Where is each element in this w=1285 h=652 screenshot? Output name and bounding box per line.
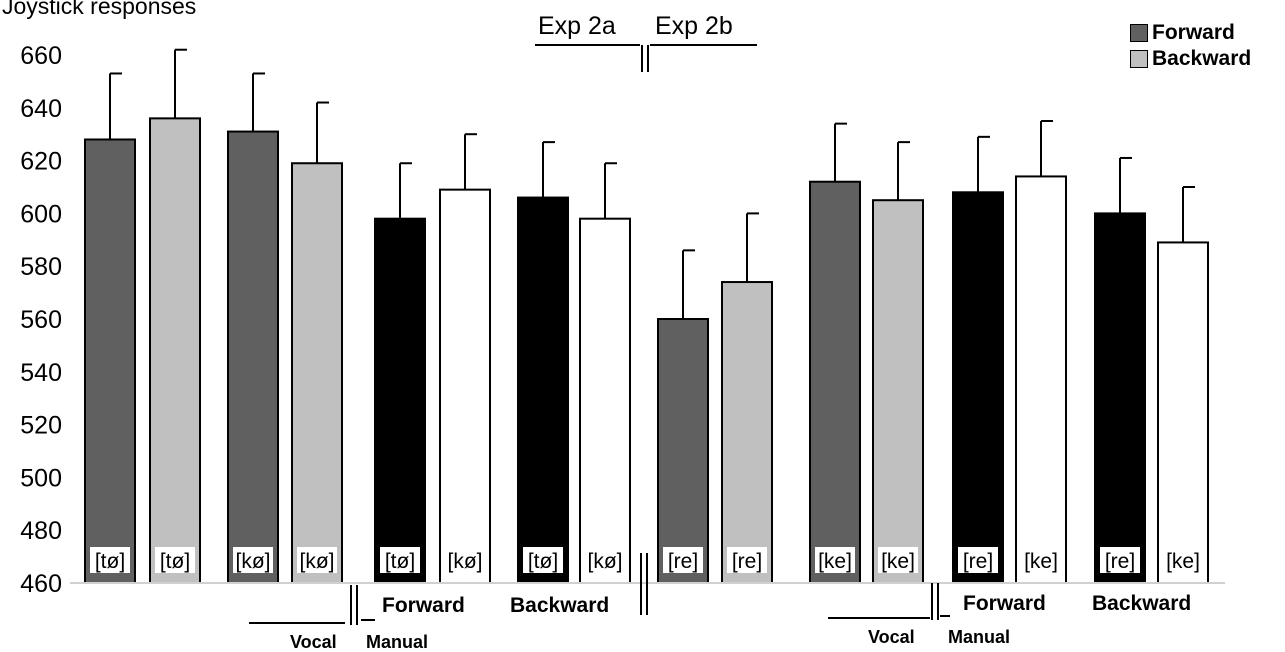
forward-group-label-1: Forward — [382, 594, 465, 617]
bar — [1015, 175, 1067, 584]
chart-title: Joystick responses — [2, 0, 196, 19]
bar-label-box — [233, 547, 273, 573]
bar-label-box — [90, 547, 130, 573]
bar-label-box — [155, 547, 195, 573]
bar-label-box — [585, 547, 625, 573]
y-tick-label: 500 — [20, 464, 62, 492]
bar — [721, 281, 773, 584]
bar-label-box — [297, 547, 337, 573]
bar-label: [ke] — [881, 550, 915, 573]
bar — [579, 217, 631, 584]
y-tick-label: 580 — [20, 253, 62, 281]
y-tick-label: 660 — [20, 42, 62, 70]
bar-label: [re] — [732, 550, 762, 573]
bar — [1157, 241, 1209, 584]
backward-group-label-1: Backward — [510, 594, 609, 617]
legend-swatch-backward — [1130, 50, 1148, 68]
y-tick-label: 480 — [20, 517, 62, 545]
bar — [291, 162, 343, 585]
bar-label: [kø] — [588, 550, 623, 573]
bar-label-box — [1021, 547, 1061, 573]
legend-item-backward: Backward — [1130, 46, 1251, 72]
legend-item-forward: Forward — [1130, 20, 1251, 46]
bar-label-box — [663, 547, 703, 573]
manual-label-2: Manual — [948, 627, 1010, 647]
bar-label: [re] — [963, 550, 993, 573]
y-tick-label: 640 — [20, 95, 62, 123]
bar — [809, 180, 861, 584]
bar-label: [ke] — [818, 550, 852, 573]
backward-group-label-2: Backward — [1092, 592, 1191, 615]
bars: [tø] [tø] [kø] [kø] [tø] [kø] [tø] [kø] [re] [re]… — [84, 48, 1209, 585]
y-tick-label: 560 — [20, 306, 62, 334]
vocal-label-2: Vocal — [868, 627, 915, 647]
legend-swatch-forward — [1130, 24, 1148, 42]
bar-label: [kø] — [236, 550, 271, 573]
bar-label-box — [727, 547, 767, 573]
vocal-label-1: Vocal — [290, 632, 337, 652]
bar-label-box — [523, 547, 563, 573]
bar — [84, 138, 136, 584]
y-tick-label: 620 — [20, 148, 62, 176]
y-tick-label: 540 — [20, 359, 62, 387]
bar — [1094, 212, 1146, 584]
bar — [374, 217, 426, 584]
bar-label-box — [1163, 547, 1203, 573]
bar-label: [tø] — [160, 550, 190, 573]
bar-label: [re] — [668, 550, 698, 573]
bar-label-box — [1100, 547, 1140, 573]
bar-label: [ke] — [1024, 550, 1058, 573]
bar-label: [tø] — [528, 550, 558, 573]
bar — [517, 196, 569, 584]
bar-label: [kø] — [448, 550, 483, 573]
group-annotations: Exp 2a Exp 2b Forward Backward Vocal Man… — [290, 12, 1191, 652]
bracket-lines — [249, 44, 950, 625]
exp-2a-label: Exp 2a — [538, 12, 616, 40]
bar — [872, 199, 924, 584]
bar-label-box — [380, 547, 420, 573]
bar-label-box — [815, 547, 855, 573]
y-axis: 460 480 500 520 540 560 580 600 620 640 660 — [20, 42, 62, 598]
forward-group-label-2: Forward — [963, 592, 1046, 615]
exp-2b-label: Exp 2b — [655, 12, 733, 40]
bar-label: [tø] — [385, 550, 415, 573]
y-tick-label: 600 — [20, 200, 62, 228]
bar — [657, 318, 709, 584]
y-tick-label: 460 — [20, 570, 62, 598]
bar-label: [ke] — [1166, 550, 1200, 573]
bar-label: [re] — [1105, 550, 1135, 573]
bar — [227, 130, 279, 584]
bar — [952, 191, 1004, 584]
bar-label: [tø] — [95, 550, 125, 573]
bar-label: [kø] — [300, 550, 335, 573]
bar — [149, 117, 201, 585]
legend-label-backward: Backward — [1152, 47, 1252, 70]
legend-label-forward: Forward — [1152, 21, 1235, 44]
manual-label-1: Manual — [366, 632, 428, 652]
bar-label-box — [958, 547, 998, 573]
legend: Forward Backward — [1130, 20, 1251, 72]
bar — [439, 188, 491, 584]
bar-label-box — [878, 547, 918, 573]
bar-label-box — [445, 547, 485, 573]
y-tick-label: 520 — [20, 412, 62, 440]
